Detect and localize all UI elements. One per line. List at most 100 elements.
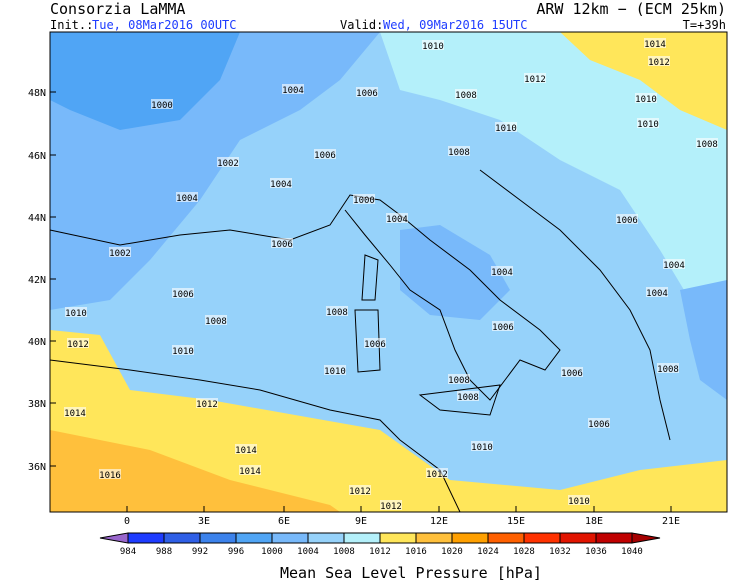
contour-label: 1004 bbox=[663, 261, 685, 271]
contour-label-bg bbox=[491, 266, 513, 276]
contour-label: 1008 bbox=[326, 308, 348, 318]
contour-label: 1004 bbox=[282, 86, 304, 96]
contour-label-bg bbox=[364, 338, 386, 348]
contour-label: 1008 bbox=[696, 140, 718, 150]
contour-label: 1008 bbox=[205, 317, 227, 327]
lat-label: 40N bbox=[28, 337, 46, 348]
colorbar-tick: 1024 bbox=[477, 547, 499, 557]
contour-label: 1010 bbox=[172, 347, 194, 357]
contour-label: 1006 bbox=[271, 240, 293, 250]
contour-label: 1012 bbox=[648, 58, 670, 68]
contour-label: 1006 bbox=[314, 151, 336, 161]
colorbar-tick: 988 bbox=[156, 547, 172, 557]
colorbar-box bbox=[127, 532, 165, 544]
contour-label-bg bbox=[235, 444, 257, 454]
colorbar-box bbox=[343, 532, 381, 544]
colorbar-tick: 992 bbox=[192, 547, 208, 557]
contour-label: 1010 bbox=[324, 367, 346, 377]
contour-label-bg bbox=[448, 146, 470, 156]
contour-label-bg bbox=[492, 321, 514, 331]
contour-label: 1014 bbox=[239, 467, 261, 477]
colorbar-box bbox=[235, 532, 273, 544]
contour-label: 1010 bbox=[568, 497, 590, 507]
contour-label-bg bbox=[64, 407, 86, 417]
contour-label-bg bbox=[151, 99, 173, 109]
contour-label: 1000 bbox=[151, 101, 173, 111]
model: ARW 12km − (ECM 25km) bbox=[536, 0, 726, 18]
colorbar-tick: 1000 bbox=[261, 547, 283, 557]
init-label: Init.: bbox=[50, 18, 93, 32]
contour-label: 1010 bbox=[635, 95, 657, 105]
contour-label-bg bbox=[561, 367, 583, 377]
lat-label: 38N bbox=[28, 399, 46, 410]
colorbar-box bbox=[199, 532, 237, 544]
contour-label-bg bbox=[67, 338, 89, 348]
contour-label: 1012 bbox=[426, 470, 448, 480]
contour-label: 1000 bbox=[353, 196, 375, 206]
contour-label: 1006 bbox=[588, 420, 610, 430]
contour-label-bg bbox=[588, 418, 610, 428]
contour-label: 1012 bbox=[196, 400, 218, 410]
colorbar-title: Mean Sea Level Pressure [hPa] bbox=[280, 564, 542, 580]
contour-label-bg bbox=[495, 122, 517, 132]
contour-label: 1010 bbox=[471, 443, 493, 453]
contour-label-bg bbox=[635, 93, 657, 103]
contour-label-bg bbox=[176, 192, 198, 202]
contour-label-bg bbox=[457, 391, 479, 401]
lat-label: 36N bbox=[28, 462, 46, 473]
contour-label: 1006 bbox=[356, 89, 378, 99]
contour-label: 1010 bbox=[495, 124, 517, 134]
contour-label-bg bbox=[657, 363, 679, 373]
colorbar-tick: 1008 bbox=[333, 547, 355, 557]
colorbar-low bbox=[99, 532, 129, 544]
lon-label: 9E bbox=[355, 516, 367, 527]
contour-label: 1010 bbox=[637, 120, 659, 130]
lon-label: 0 bbox=[124, 516, 130, 527]
contour-label: 1002 bbox=[217, 159, 239, 169]
contour-label: 1014 bbox=[64, 409, 86, 419]
contour-label-bg bbox=[356, 87, 378, 97]
contour-label-bg bbox=[471, 441, 493, 451]
contour-label-bg bbox=[524, 73, 546, 83]
contour-label: 1008 bbox=[457, 393, 479, 403]
colorbar-tick: 996 bbox=[228, 547, 244, 557]
colorbar-tick: 984 bbox=[120, 547, 136, 557]
title: Consorzia LaMMA bbox=[50, 0, 185, 18]
contour-label: 1008 bbox=[455, 91, 477, 101]
colorbar-box bbox=[523, 532, 561, 544]
contour-label: 1008 bbox=[448, 376, 470, 386]
contour-label: 1008 bbox=[448, 148, 470, 158]
contour-label-bg bbox=[270, 178, 292, 188]
lat-label: 46N bbox=[28, 151, 46, 162]
lat-label: 42N bbox=[28, 275, 46, 286]
contour-label: 1012 bbox=[380, 502, 402, 512]
contour-label: 1006 bbox=[561, 369, 583, 379]
contour-label-bg bbox=[99, 469, 121, 479]
colorbar-box bbox=[595, 532, 633, 544]
contour-label-bg bbox=[326, 306, 348, 316]
colorbar-box bbox=[307, 532, 345, 544]
colorbar-box bbox=[559, 532, 597, 544]
lon-label: 3E bbox=[198, 516, 210, 527]
contour-label-bg bbox=[172, 345, 194, 355]
contour-label: 1004 bbox=[176, 194, 198, 204]
contour-label-bg bbox=[282, 84, 304, 94]
contour-label: 1004 bbox=[491, 268, 513, 278]
contour-label-bg bbox=[239, 465, 261, 475]
contour-label-bg bbox=[644, 38, 666, 48]
contour-label: 1014 bbox=[235, 446, 257, 456]
contour-label-bg bbox=[172, 288, 194, 298]
contour-label: 1006 bbox=[172, 290, 194, 300]
contour-label-bg bbox=[386, 213, 408, 223]
contour-label: 1006 bbox=[492, 323, 514, 333]
contour-label-bg bbox=[568, 495, 590, 505]
contour-label-bg bbox=[422, 40, 444, 50]
lon-label: 12E bbox=[430, 516, 448, 527]
colorbar-box bbox=[163, 532, 201, 544]
contour-label-bg bbox=[217, 157, 239, 167]
contour-label: 1004 bbox=[386, 215, 408, 225]
contour-label: 1012 bbox=[349, 487, 371, 497]
contour-label: 1004 bbox=[270, 180, 292, 190]
pressure-field bbox=[50, 32, 727, 512]
